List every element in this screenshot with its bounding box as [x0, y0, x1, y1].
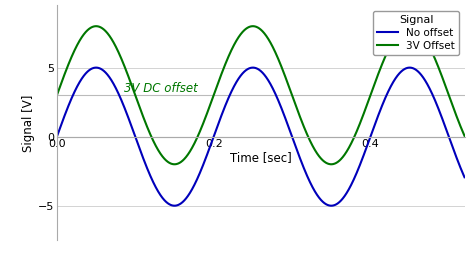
X-axis label: Time [sec]: Time [sec]	[230, 151, 292, 164]
Y-axis label: Signal [V]: Signal [V]	[22, 94, 35, 152]
Text: 3V DC offset: 3V DC offset	[124, 82, 197, 95]
Legend: No offset, 3V Offset: No offset, 3V Offset	[373, 11, 459, 55]
